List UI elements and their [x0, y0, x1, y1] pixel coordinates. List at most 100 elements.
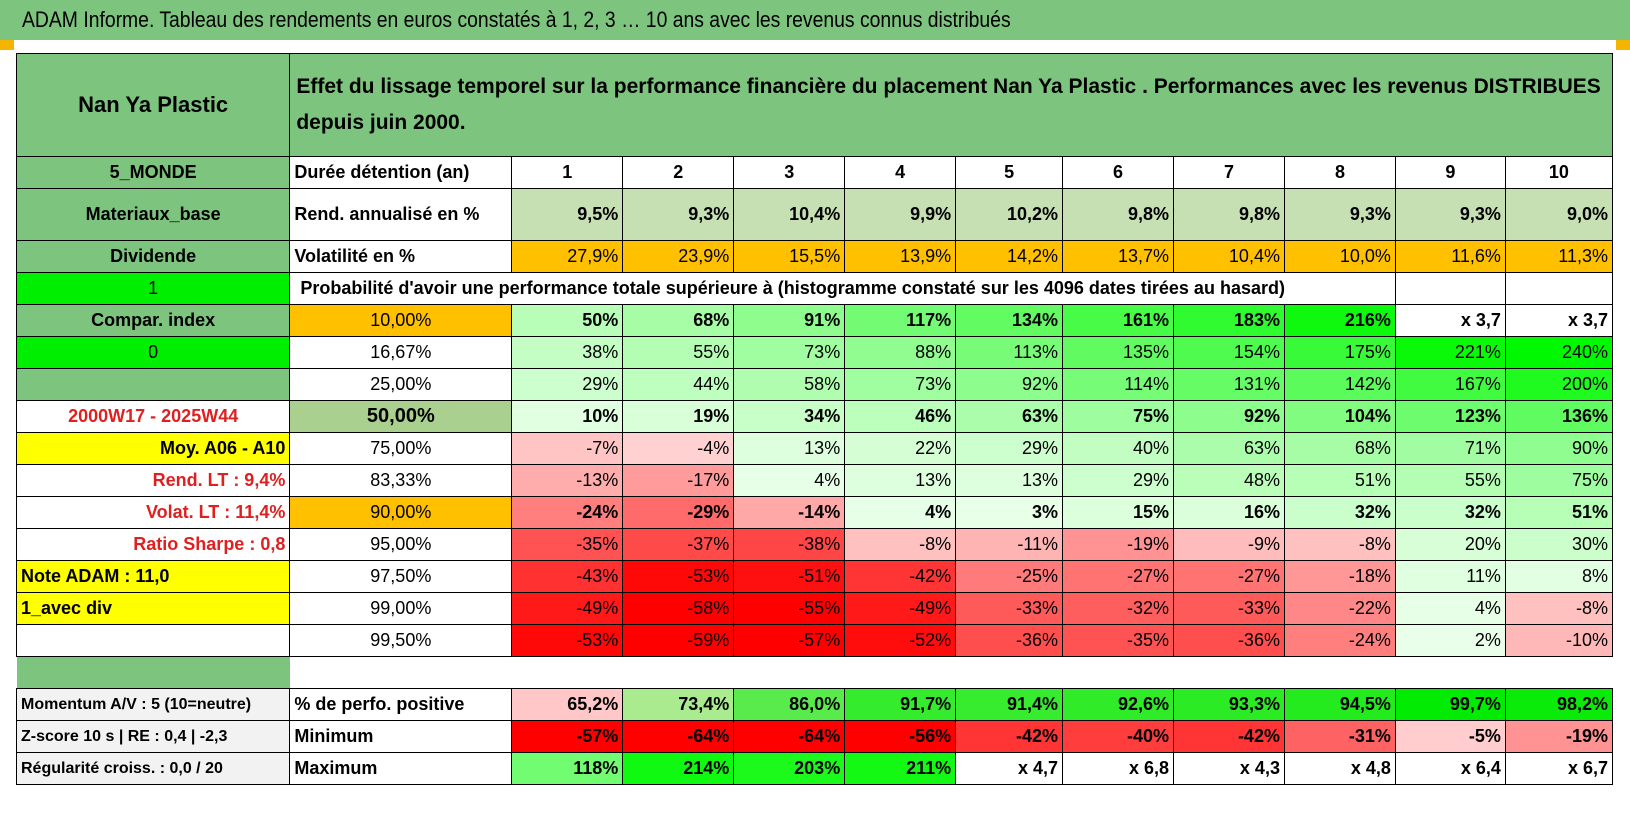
probability-row: 1_avec div 99,00% -49% -58% -55% -49% -33% -32%…: [15, 592, 1614, 625]
performance-cell: 135%: [1062, 336, 1174, 369]
year-cell: 10: [1504, 156, 1614, 189]
summary-cell: x 6,7: [1504, 752, 1614, 785]
vol-cell: 11,6%: [1394, 240, 1506, 273]
performance-cell: -33%: [1173, 592, 1285, 625]
year-cell: 6: [1062, 156, 1174, 189]
performance-cell: x 3,7: [1504, 304, 1614, 337]
performance-cell: -53%: [622, 560, 735, 593]
performance-cell: 13%: [955, 464, 1064, 497]
performance-cell: 44%: [622, 368, 735, 401]
probability-threshold: 83,33%: [289, 464, 513, 497]
probability-threshold: 99,00%: [289, 592, 513, 625]
rend-cell: 9,3%: [1283, 188, 1396, 241]
performance-cell: 75%: [1062, 400, 1174, 433]
rend-cell: 10,2%: [955, 188, 1064, 241]
rend-cell: 9,0%: [1504, 188, 1614, 241]
performance-cell: -35%: [511, 528, 624, 561]
performance-cell: -51%: [733, 560, 846, 593]
performance-cell: 90%: [1504, 432, 1614, 465]
performance-cell: 48%: [1173, 464, 1285, 497]
summary-rows: Momentum A/V : 5 (10=neutre)% de perfo. …: [15, 688, 1614, 785]
summary-cell: 94,5%: [1283, 688, 1396, 721]
performance-cell: 68%: [1283, 432, 1396, 465]
summary-side-cell: Momentum A/V : 5 (10=neutre): [15, 688, 291, 721]
summary-cell: -56%: [844, 720, 957, 753]
summary-row: Z-score 10 s | RE : 0,4 | -2,3 Minimum -57…: [15, 720, 1614, 753]
performance-cell: 16%: [1173, 496, 1285, 529]
performance-cell: 2%: [1394, 624, 1506, 657]
performance-cell: 34%: [733, 400, 846, 433]
corner-mark-left: [0, 40, 14, 50]
performance-cell: 200%: [1504, 368, 1614, 401]
performance-cell: -7%: [511, 432, 624, 465]
description: Effet du lissage temporel sur la perform…: [289, 53, 1613, 157]
summary-cell: x 4,7: [955, 752, 1064, 785]
summary-cell: 118%: [511, 752, 624, 785]
summary-cell: x 4,3: [1173, 752, 1285, 785]
duree-label: Durée détention (an): [289, 156, 513, 189]
probability-row: Note ADAM : 11,0 97,50% -43% -53% -51% -42% -2…: [15, 560, 1614, 593]
performance-cell: -35%: [1062, 624, 1174, 657]
summary-cell: 73,4%: [622, 688, 735, 721]
vol-cell: 15,5%: [733, 240, 846, 273]
performance-cell: x 3,7: [1394, 304, 1506, 337]
summary-cell: 91,7%: [844, 688, 957, 721]
performance-cell: -8%: [844, 528, 957, 561]
performance-cell: 183%: [1173, 304, 1285, 337]
separator-green: [16, 656, 290, 689]
performance-cell: 20%: [1394, 528, 1506, 561]
performance-cell: 29%: [1062, 464, 1174, 497]
performance-cell: -36%: [955, 624, 1064, 657]
performance-cell: -43%: [511, 560, 624, 593]
performance-cell: -17%: [622, 464, 735, 497]
performance-cell: -27%: [1173, 560, 1285, 593]
summary-cell: 91,4%: [955, 688, 1064, 721]
performance-cell: 117%: [844, 304, 957, 337]
summary-cell: -31%: [1283, 720, 1396, 753]
year-cell: 9: [1394, 156, 1506, 189]
performance-cell: 30%: [1504, 528, 1614, 561]
side-info-cell: Rend. LT : 9,4%: [15, 464, 291, 497]
performance-cell: 131%: [1173, 368, 1285, 401]
fund-name: Nan Ya Plastic: [15, 53, 291, 157]
performance-cell: 88%: [844, 336, 957, 369]
performance-cell: -4%: [622, 432, 735, 465]
side-info-cell: Note ADAM : 11,0: [15, 560, 291, 593]
performance-cell: 92%: [1173, 400, 1285, 433]
summary-side-cell: Régularité croiss. : 0,0 / 20: [15, 752, 291, 785]
side-info-cell: [15, 368, 291, 401]
performance-cell: 38%: [511, 336, 624, 369]
performance-cell: 73%: [733, 336, 846, 369]
corner-mark-right: [1616, 40, 1630, 50]
rend-cell: 9,9%: [844, 188, 957, 241]
performance-cell: -18%: [1283, 560, 1396, 593]
performance-cell: -36%: [1173, 624, 1285, 657]
summary-cell: 93,3%: [1173, 688, 1285, 721]
vol-cell: 13,9%: [844, 240, 957, 273]
year-cell: 2: [622, 156, 735, 189]
performance-cell: -37%: [622, 528, 735, 561]
probability-row: 25,00% 29% 44% 58% 73% 92% 114% 131% 142% 167% 200…: [15, 368, 1614, 401]
rend-label: Rend. annualisé en %: [289, 188, 513, 241]
performance-cell: 240%: [1504, 336, 1614, 369]
performance-cell: 92%: [955, 368, 1064, 401]
performance-cell: 136%: [1504, 400, 1614, 433]
performance-cell: 91%: [733, 304, 846, 337]
summary-cell: -19%: [1504, 720, 1614, 753]
probability-row: Moy. A06 - A10 75,00% -7% -4% 13% 22% 29% 40% 63…: [15, 432, 1614, 465]
performance-cell: 4%: [844, 496, 957, 529]
rend-cell: 9,3%: [622, 188, 735, 241]
performance-cell: 114%: [1062, 368, 1174, 401]
summary-cell: 98,2%: [1504, 688, 1614, 721]
performance-cell: -29%: [622, 496, 735, 529]
side-info-cell: 0: [15, 336, 291, 369]
summary-cell: 99,7%: [1394, 688, 1506, 721]
performance-cell: 113%: [955, 336, 1064, 369]
vol-cell: 23,9%: [622, 240, 735, 273]
performance-cell: 40%: [1062, 432, 1174, 465]
vol-cell: 13,7%: [1062, 240, 1174, 273]
performance-cell: 58%: [733, 368, 846, 401]
probability-threshold: 95,00%: [289, 528, 513, 561]
probability-row: Ratio Sharpe : 0,8 95,00% -35% -37% -38% -8% -…: [15, 528, 1614, 561]
performance-cell: -9%: [1173, 528, 1285, 561]
